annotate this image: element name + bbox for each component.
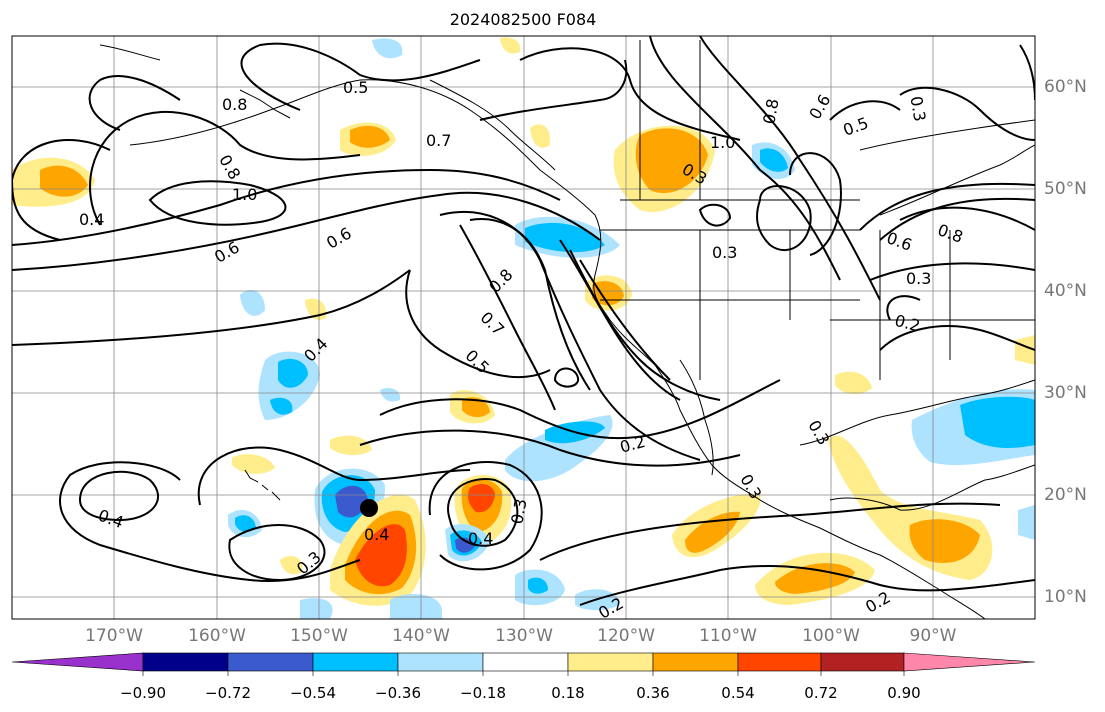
colorbar-tick-label: −0.54	[290, 684, 336, 702]
contour-label: 0.4	[364, 525, 389, 544]
colorbar-segment	[567, 652, 654, 672]
lon-label: 130°W	[495, 626, 553, 646]
colorbar-segment	[142, 652, 229, 672]
storm-center-marker	[360, 499, 378, 517]
lon-label: 100°W	[802, 626, 860, 646]
shade-pos	[280, 556, 303, 575]
contour-label: 1.0	[710, 133, 735, 152]
contour-label: 0.5	[343, 78, 368, 97]
colorbar	[11, 652, 1036, 676]
shade-neg	[1018, 505, 1035, 540]
shade-pos	[468, 484, 495, 513]
shade-neg	[278, 358, 308, 388]
colorbar-segment	[820, 652, 905, 672]
shade-neg	[455, 537, 475, 553]
colorbar-tick-label: 0.90	[887, 684, 921, 702]
map-title: 2024082500 F084	[449, 10, 597, 29]
map-frame	[11, 35, 1036, 620]
shade-neg	[335, 485, 368, 518]
lon-label: 90°W	[909, 626, 957, 646]
contour-label: 0.3	[906, 269, 931, 288]
contour-lines	[12, 36, 1035, 606]
shade-neg	[390, 594, 442, 619]
shade-pos	[350, 125, 390, 148]
colorbar-tick-label: 0.18	[551, 684, 585, 702]
colorbar-tick-label: −0.36	[375, 684, 421, 702]
contour-label: 0.3	[507, 497, 530, 525]
colorbar-tick-label: −0.90	[120, 684, 166, 702]
lat-label: 30°N	[1044, 383, 1087, 403]
shade-pos	[232, 454, 275, 474]
colorbar-tick-label: 0.72	[804, 684, 838, 702]
lon-label: 120°W	[597, 626, 655, 646]
colorbar-tick-label: −0.72	[205, 684, 251, 702]
shade-pos	[330, 435, 372, 456]
shade-neg	[240, 290, 265, 316]
lon-label: 160°W	[188, 626, 246, 646]
colorbar-tick-label: 0.36	[636, 684, 670, 702]
shade-neg	[372, 38, 403, 59]
lon-label: 170°W	[85, 626, 143, 646]
lat-label: 40°N	[1044, 281, 1087, 301]
lon-label: 140°W	[392, 626, 450, 646]
colorbar-tick-label: −0.18	[460, 684, 506, 702]
contour-label: 0.4	[468, 529, 493, 548]
shade-pos	[462, 397, 490, 418]
shade-pos	[500, 37, 521, 54]
colorbar-segment	[227, 652, 314, 672]
shade-pos	[1015, 335, 1035, 365]
shade-neg	[960, 396, 1035, 448]
shade-pos	[775, 563, 855, 594]
colorbar-segment	[482, 652, 569, 672]
graticule	[12, 36, 1035, 619]
shade-neg	[380, 388, 401, 402]
coastlines	[99, 40, 1035, 619]
shade-neg	[270, 397, 293, 415]
contour-label: 0.8	[222, 95, 247, 114]
shade-neg	[235, 515, 256, 532]
shade-pos	[835, 371, 872, 395]
colorbar-segment	[737, 652, 822, 672]
shade-pos	[592, 281, 624, 306]
colorbar-segment	[903, 652, 1036, 672]
colorbar-segment	[312, 652, 399, 672]
shade-pos	[909, 519, 980, 563]
contour-label: 0.7	[426, 131, 451, 150]
contour-label: 1.0	[232, 185, 257, 204]
colorbar-segment	[397, 652, 484, 672]
lon-label: 150°W	[290, 626, 348, 646]
shade-pos	[355, 524, 407, 587]
shade-pos	[685, 511, 740, 553]
contour-label: 0.3	[906, 95, 929, 123]
colorbar-segment	[11, 652, 144, 672]
contour-label: 0.4	[79, 210, 104, 229]
shade-pos	[530, 124, 551, 148]
contour-label: 0.3	[712, 243, 737, 262]
lat-label: 50°N	[1044, 179, 1087, 199]
lat-label: 60°N	[1044, 77, 1087, 97]
colorbar-tick-label: 0.54	[721, 684, 755, 702]
lat-label: 10°N	[1044, 587, 1087, 607]
contour-label: 0.8	[759, 97, 782, 125]
shade-pos	[635, 128, 708, 194]
shade-neg	[760, 148, 788, 172]
shade-neg	[300, 598, 333, 619]
shaded-anomalies	[12, 37, 1035, 619]
shade-neg	[528, 577, 548, 594]
lon-label: 110°W	[699, 626, 757, 646]
lat-label: 20°N	[1044, 485, 1087, 505]
colorbar-segment	[652, 652, 739, 672]
map-background	[12, 36, 1035, 619]
